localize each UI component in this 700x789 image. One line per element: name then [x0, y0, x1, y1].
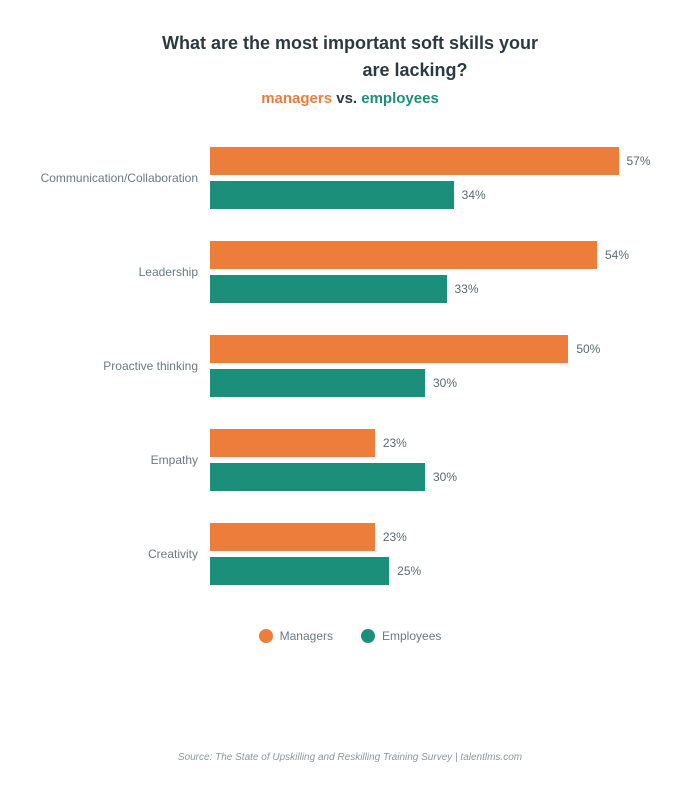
bar-managers: [210, 147, 619, 175]
bar-pair: 50% 30%: [210, 335, 660, 397]
bar-row: 23%: [210, 429, 660, 457]
chart-title-line2-gap: [232, 60, 357, 80]
value-label: 34%: [462, 188, 486, 202]
value-label: 30%: [433, 470, 457, 484]
bar-employees: [210, 557, 389, 585]
chart-area: Communication/Collaboration 57% 34% Leaders…: [30, 147, 670, 585]
bar-row: 54%: [210, 241, 660, 269]
value-label: 54%: [605, 248, 629, 262]
bar-managers: [210, 335, 568, 363]
bar-row: 30%: [210, 463, 660, 491]
bar-row: 25%: [210, 557, 660, 585]
legend-item-employees: Employees: [361, 629, 441, 643]
subtitle-sep: vs.: [332, 90, 361, 107]
chart-title-line2-suffix: are lacking?: [357, 60, 467, 80]
category-label: Communication/Collaboration: [40, 171, 210, 185]
bar-employees: [210, 369, 425, 397]
category-label: Leadership: [40, 265, 210, 279]
legend-item-managers: Managers: [259, 629, 333, 643]
chart-subtitle: managers vs. employees: [30, 90, 670, 107]
value-label: 50%: [576, 342, 600, 356]
chart-group: Empathy 23% 30%: [40, 429, 660, 491]
category-label: Empathy: [40, 453, 210, 467]
bar-employees: [210, 275, 447, 303]
bar-pair: 57% 34%: [210, 147, 660, 209]
legend-label: Managers: [280, 629, 333, 643]
bar-row: 57%: [210, 147, 660, 175]
chart-group: Communication/Collaboration 57% 34%: [40, 147, 660, 209]
legend: Managers Employees: [30, 629, 670, 643]
value-label: 25%: [397, 564, 421, 578]
bar-managers: [210, 429, 375, 457]
bar-pair: 23% 25%: [210, 523, 660, 585]
chart-title: What are the most important soft skills …: [30, 30, 670, 84]
bar-managers: [210, 523, 375, 551]
value-label: 33%: [455, 282, 479, 296]
bar-row: 30%: [210, 369, 660, 397]
bar-row: 33%: [210, 275, 660, 303]
bar-pair: 54% 33%: [210, 241, 660, 303]
category-label: Creativity: [40, 547, 210, 561]
chart-title-line2: are lacking?: [30, 57, 670, 84]
bar-managers: [210, 241, 597, 269]
value-label: 23%: [383, 530, 407, 544]
chart-group: Leadership 54% 33%: [40, 241, 660, 303]
value-label: 23%: [383, 436, 407, 450]
bar-pair: 23% 30%: [210, 429, 660, 491]
source-footer: Source: The State of Upskilling and Resk…: [0, 752, 700, 763]
category-label: Proactive thinking: [40, 359, 210, 373]
legend-label: Employees: [382, 629, 441, 643]
chart-group: Creativity 23% 25%: [40, 523, 660, 585]
bar-employees: [210, 463, 425, 491]
legend-swatch: [361, 629, 375, 643]
subtitle-word-managers: managers: [261, 90, 332, 107]
legend-swatch: [259, 629, 273, 643]
subtitle-word-employees: employees: [361, 90, 439, 107]
chart-group: Proactive thinking 50% 30%: [40, 335, 660, 397]
bar-employees: [210, 181, 454, 209]
bar-row: 50%: [210, 335, 660, 363]
value-label: 30%: [433, 376, 457, 390]
chart-title-line1: What are the most important soft skills …: [30, 30, 670, 57]
value-label: 57%: [627, 154, 651, 168]
bar-row: 23%: [210, 523, 660, 551]
bar-row: 34%: [210, 181, 660, 209]
